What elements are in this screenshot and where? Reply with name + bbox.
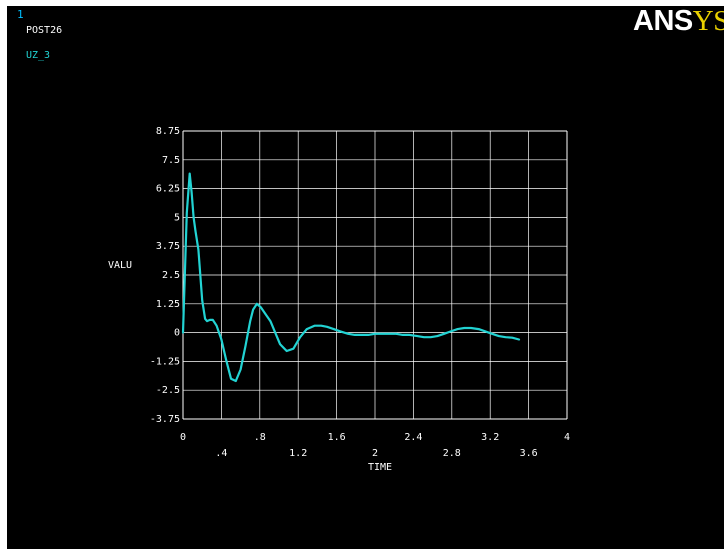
y-tick-label: -2.5 bbox=[156, 385, 180, 396]
x-tick-label: 3.6 bbox=[520, 448, 538, 459]
y-tick-label: 8.75 bbox=[156, 126, 180, 137]
x-tick-label: 1.2 bbox=[289, 448, 307, 459]
y-tick-label: -1.25 bbox=[150, 356, 180, 367]
time-history-chart: 8.757.56.2553.752.51.250-1.25-2.5-3.750.… bbox=[108, 126, 570, 473]
x-tick-label: .4 bbox=[215, 448, 227, 459]
x-tick-label: .8 bbox=[254, 432, 266, 443]
x-tick-label: 1.6 bbox=[328, 432, 346, 443]
ansys-logo: ANSYS bbox=[633, 6, 724, 38]
y-tick-label: 0 bbox=[174, 328, 180, 339]
module-label: POST26 bbox=[26, 25, 63, 36]
y-tick-label: 6.25 bbox=[156, 184, 180, 195]
y-tick-label: 1.25 bbox=[156, 299, 180, 310]
x-tick-label: 2 bbox=[372, 448, 378, 459]
logo-letter-n: N bbox=[653, 6, 674, 37]
series-line-uz3 bbox=[181, 172, 521, 383]
y-tick-label: 2.5 bbox=[162, 270, 180, 281]
variable-legend-label: UZ_3 bbox=[26, 50, 51, 61]
graphics-window: 1 POST26 UZ_3 ANSYS 8.75 7.5 6.25 5 3.75 2.5 1… bbox=[7, 6, 724, 549]
y-tick-label: -3.75 bbox=[150, 414, 180, 425]
x-axis-label: TIME bbox=[368, 462, 392, 473]
logo-letter-s: S bbox=[673, 6, 693, 37]
logo-letters-ys: YS bbox=[692, 6, 724, 37]
x-tick-label: 0 bbox=[180, 432, 186, 443]
x-tick-label: 3.2 bbox=[481, 432, 499, 443]
y-tick-label: 5 bbox=[174, 212, 180, 223]
y-tick-label: 7.5 bbox=[162, 155, 180, 166]
logo-letter-a: A bbox=[633, 6, 654, 37]
window-number: 1 bbox=[17, 8, 24, 21]
x-tick-label: 4 bbox=[564, 432, 570, 443]
x-tick-label: 2.8 bbox=[443, 448, 461, 459]
y-tick-label: 3.75 bbox=[156, 241, 180, 252]
x-tick-label: 2.4 bbox=[404, 432, 422, 443]
y-axis-label: VALU bbox=[108, 260, 132, 271]
